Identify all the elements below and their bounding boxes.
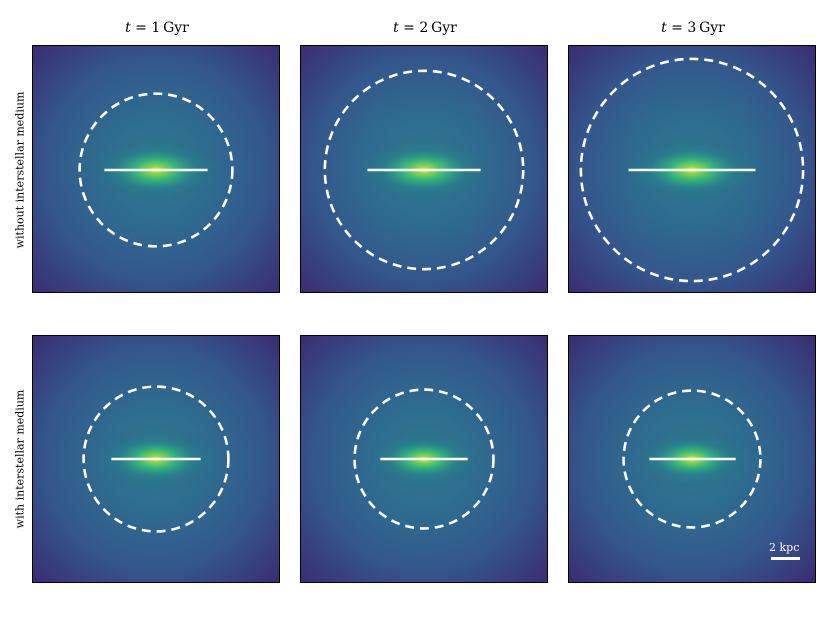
density-map xyxy=(301,336,547,582)
panel-without-ism-3gyr xyxy=(568,45,816,293)
row-label-without-ism: without interstellar medium xyxy=(13,91,27,249)
column-title-3gyr: t = 3 Gyr xyxy=(661,20,725,36)
density-map xyxy=(569,336,815,582)
dashed-radius-circle xyxy=(82,385,230,533)
density-map xyxy=(33,336,279,582)
density-map xyxy=(301,46,547,292)
dashed-radius-circle xyxy=(353,388,495,530)
density-map xyxy=(33,46,279,292)
panel-without-ism-2gyr xyxy=(300,45,548,293)
panel-with-ism-3gyr xyxy=(568,335,816,583)
column-title-1gyr: t = 1 Gyr xyxy=(125,20,189,36)
column-title-2gyr: t = 2 Gyr xyxy=(393,20,457,36)
panel-without-ism-1gyr xyxy=(32,45,280,293)
row-label-with-ism: with interstellar medium xyxy=(13,389,27,529)
panel-with-ism-2gyr xyxy=(300,335,548,583)
scale-bar xyxy=(771,557,800,560)
dashed-radius-circle xyxy=(622,389,762,529)
dashed-radius-circle xyxy=(78,92,234,248)
panel-with-ism-1gyr xyxy=(32,335,280,583)
density-map xyxy=(569,46,815,292)
scale-bar-label: 2 kpc xyxy=(769,541,800,554)
